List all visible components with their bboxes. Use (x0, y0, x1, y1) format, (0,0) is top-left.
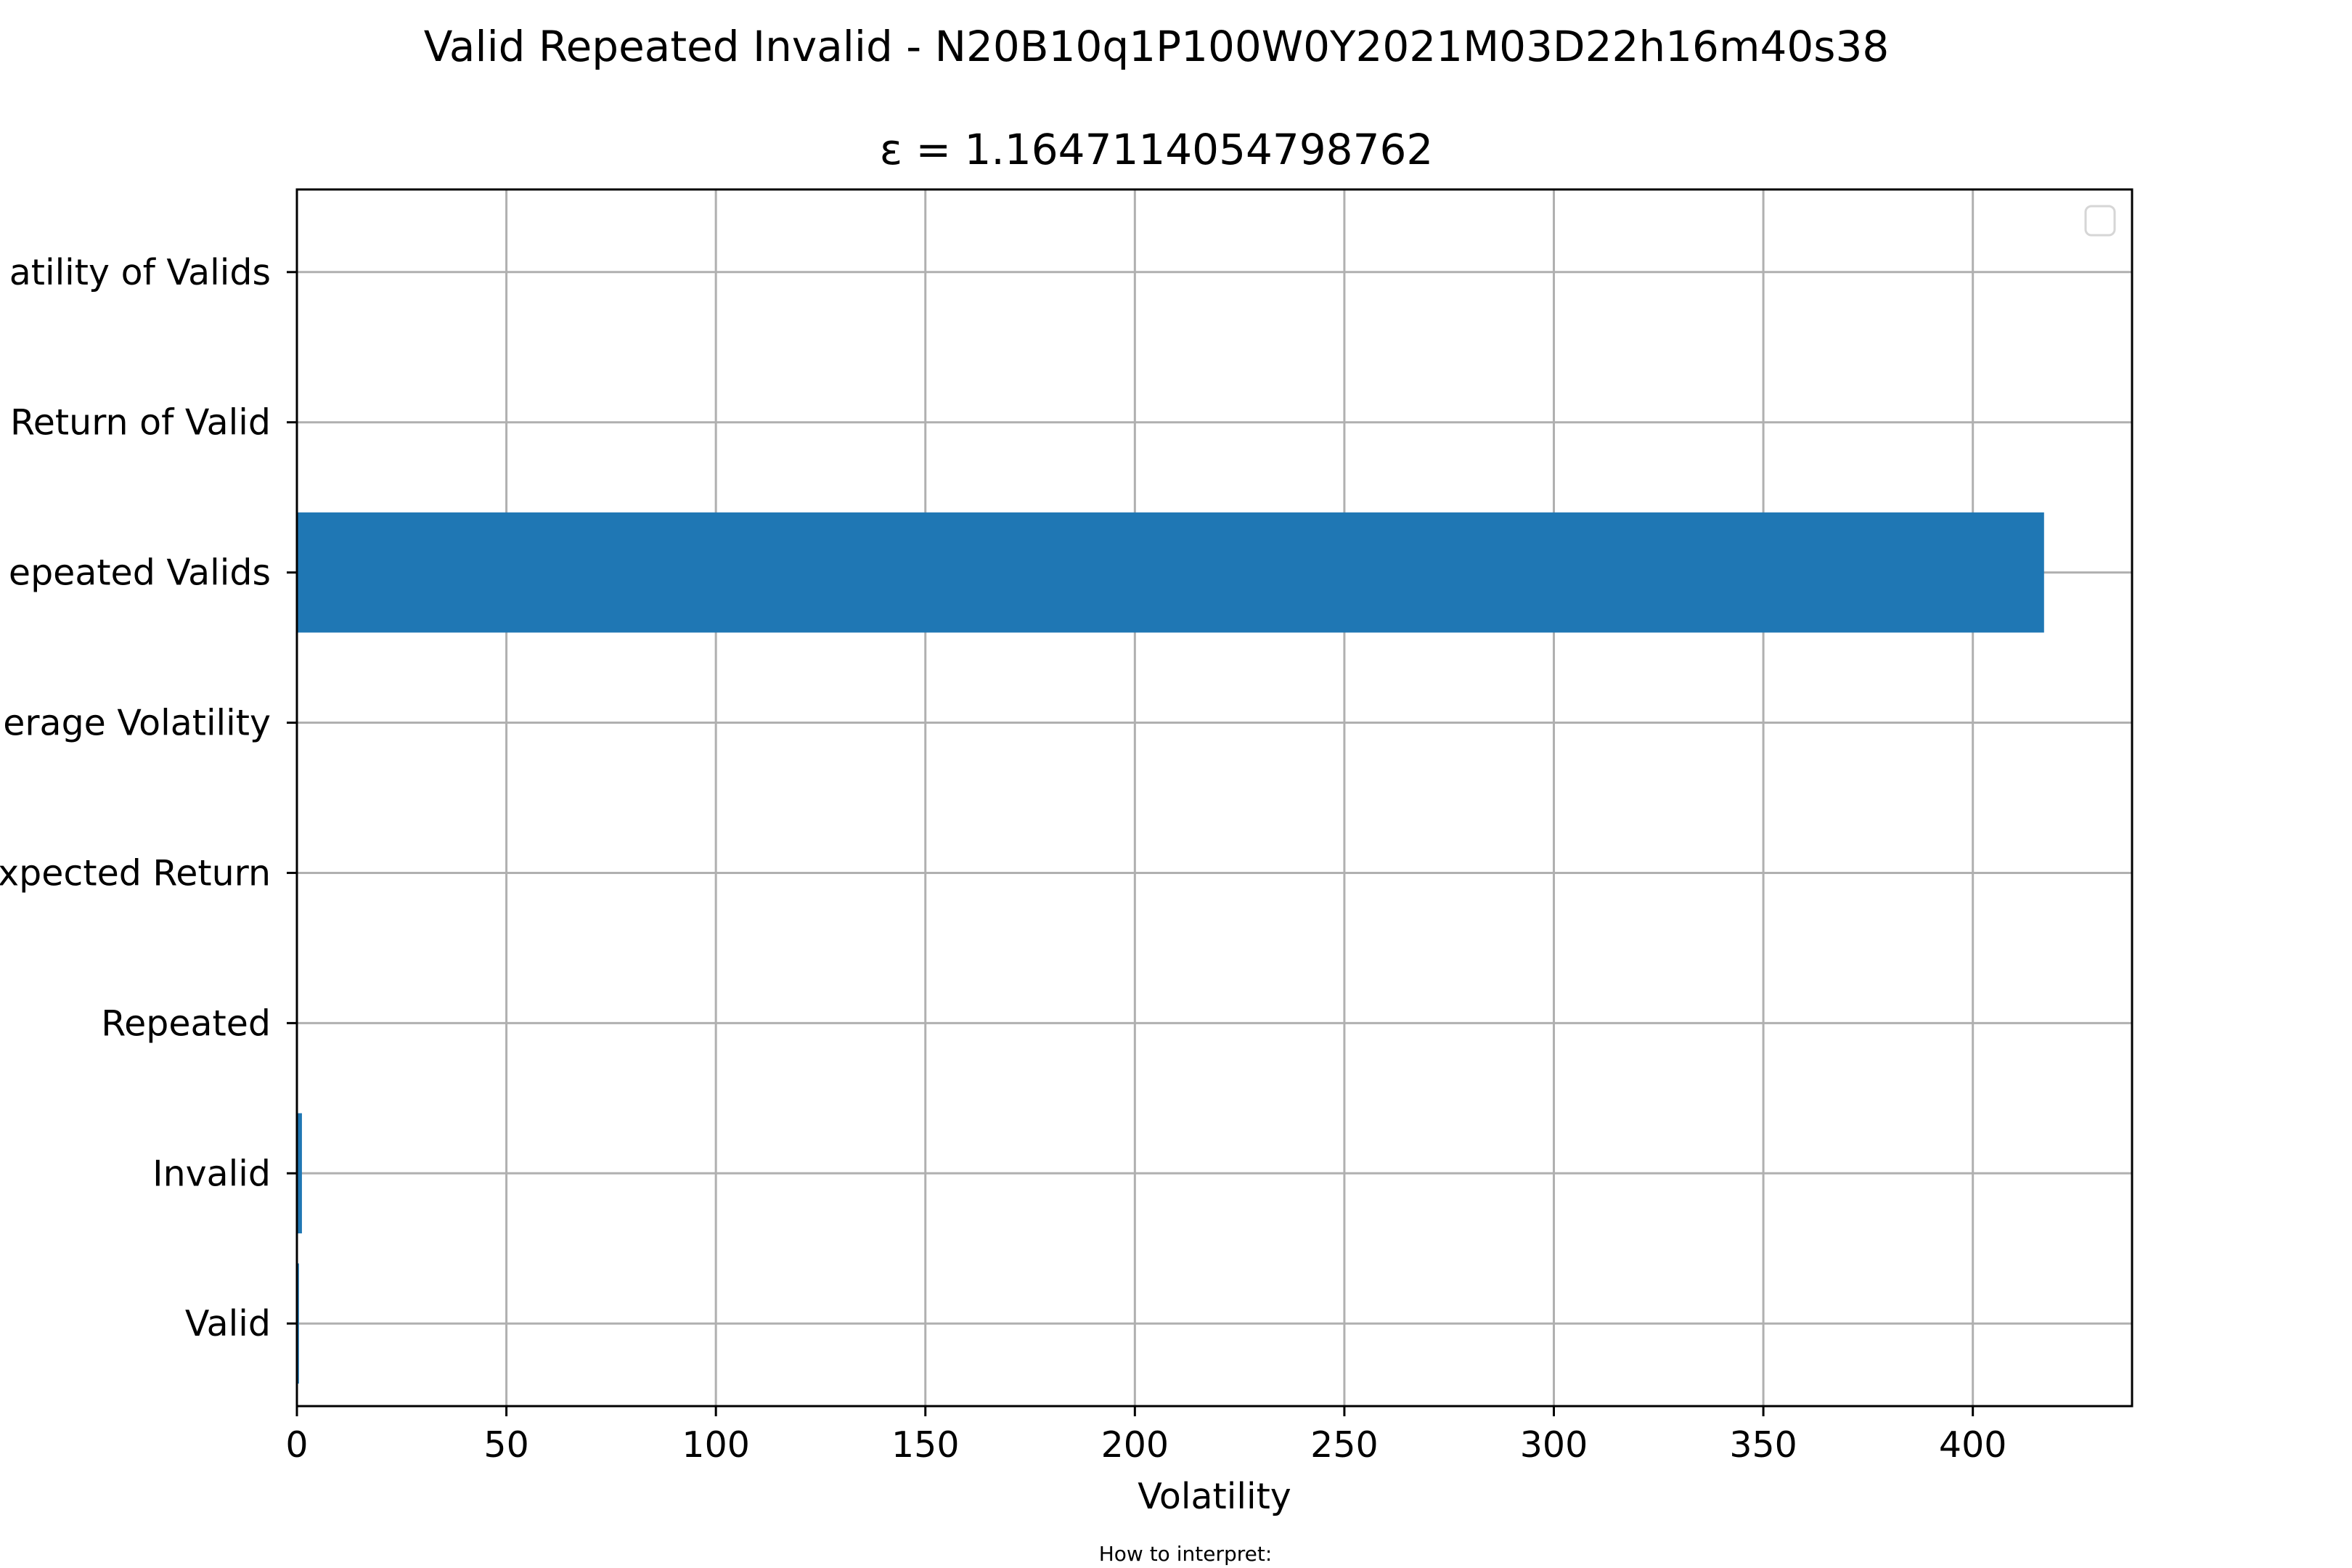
bar-invalid (297, 1113, 302, 1234)
bar-repeated-valids (297, 512, 2044, 633)
x-tick-label: 0 (285, 1424, 308, 1466)
footer-note: How to interpret: (1099, 1542, 1273, 1566)
x-tick-label: 350 (1729, 1424, 1797, 1466)
y-tick-label: erage Volatility (3, 703, 271, 744)
y-tick-label: Invalid (152, 1153, 271, 1194)
y-tick-label: xpected Return (0, 852, 271, 894)
x-tick-label: 200 (1101, 1424, 1169, 1466)
x-tick-label: 400 (1939, 1424, 2007, 1466)
x-axis-label: Volatility (1138, 1476, 1291, 1517)
y-tick-label: Return of Valid (10, 402, 271, 444)
y-tick-label: Repeated (101, 1003, 271, 1044)
x-tick-label: 150 (891, 1424, 960, 1466)
grid (295, 189, 2132, 1406)
x-tick-label: 250 (1310, 1424, 1379, 1466)
axis-ticks: 0 50 100 150 200 250 300 350 400 Valid Invalid Repe… (0, 252, 2006, 1466)
x-tick-label: 300 (1520, 1424, 1588, 1466)
chart-subtitle: ε = 1.1647114054798762 (880, 125, 1434, 174)
bars (297, 512, 2044, 1384)
y-tick-label: Valid (185, 1303, 271, 1344)
y-tick-label: atility of Valids (9, 252, 271, 293)
plot-frame (295, 188, 2133, 1408)
y-tick-label: epeated Valids (9, 552, 271, 594)
chart-title: Valid Repeated Invalid - N20B10q1P100W0Y… (424, 22, 1890, 71)
x-tick-label: 100 (682, 1424, 750, 1466)
x-tick-label: 50 (483, 1424, 528, 1466)
legend-box (2084, 205, 2116, 237)
